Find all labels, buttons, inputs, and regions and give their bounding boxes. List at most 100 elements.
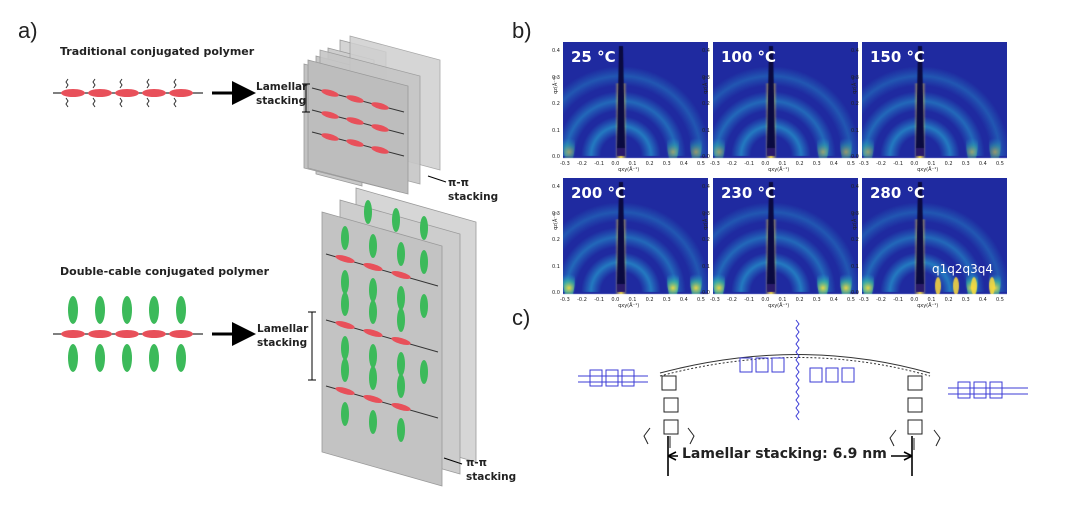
y-tick-label: 0.0 <box>552 154 560 160</box>
giwaxs-panel: 25 °C <box>563 42 708 160</box>
x-tick-label: 0.3 <box>812 161 821 167</box>
y-tick-label: 0.2 <box>702 101 710 107</box>
x-tick-label: 0.0 <box>611 161 620 167</box>
x-tick-label: 0.5 <box>847 297 855 303</box>
x-tick-label: -0.3 <box>560 161 570 167</box>
x-tick-label: -0.1 <box>594 161 605 167</box>
y-tick-label: 0.3 <box>552 210 560 217</box>
y-tick-label: 0.1 <box>552 127 560 134</box>
x-tick-label: 0.1 <box>628 161 637 167</box>
x-tick-label: -0.1 <box>594 297 605 303</box>
x-tick-label: 0.4 <box>679 161 688 167</box>
y-tick-label: 0.3 <box>851 210 859 217</box>
temperature-label: 100 °C <box>721 48 777 66</box>
y-tick-label: 0.1 <box>702 263 710 270</box>
x-tick-label: 0.4 <box>978 161 987 167</box>
x-tick-label: -0.3 <box>859 161 869 167</box>
y-tick-label: 0.0 <box>702 154 710 160</box>
bottom-lamellar-label: Lamellar stacking <box>257 323 309 349</box>
temperature-label: 280 °C <box>870 184 926 202</box>
peak-labels: q1q2q3q4 <box>932 262 994 276</box>
y-tick-label: 0.3 <box>851 74 859 81</box>
giwaxs-image <box>713 178 858 296</box>
double-cable-chain <box>53 296 203 372</box>
x-tick-label: 0.3 <box>812 297 821 303</box>
y-tick-label: 0.2 <box>851 237 859 243</box>
giwaxs-panel: 280 °C q1q2q3q4 <box>862 178 1007 296</box>
y-tick-label: 0.1 <box>702 127 710 134</box>
x-tick-label: 0.5 <box>697 161 705 167</box>
y-tick-label: 0.2 <box>552 237 560 243</box>
panel-a-label: a) <box>18 18 38 43</box>
panel-c-label: c) <box>512 305 531 330</box>
x-tick-label: 0.3 <box>662 297 671 303</box>
panel-a-schematic <box>53 35 477 487</box>
y-tick-label: 0.4 <box>702 48 710 54</box>
x-tick-label: 0.2 <box>944 161 953 167</box>
x-tick-label: 0.3 <box>961 161 970 167</box>
x-tick-label: -0.2 <box>876 161 886 167</box>
double-cable-polymer-title: Double-cable conjugated polymer <box>60 265 270 278</box>
traditional-chain <box>53 78 203 108</box>
x-tick-label: 0.5 <box>996 297 1004 303</box>
x-tick-label: 0.2 <box>944 297 953 303</box>
x-axis-label: qxy(Å⁻¹) <box>618 303 640 309</box>
x-tick-label: 0.0 <box>761 161 770 167</box>
x-tick-label: 0.4 <box>679 297 688 303</box>
x-tick-label: -0.2 <box>727 161 737 167</box>
x-tick-label: -0.3 <box>710 297 720 303</box>
y-tick-label: 0.4 <box>851 184 859 190</box>
y-tick-label: 0.4 <box>552 48 560 54</box>
x-tick-label: 0.3 <box>961 297 970 303</box>
x-axis-label: qxy(Å⁻¹) <box>768 167 790 173</box>
y-tick-label: 0.0 <box>851 290 859 296</box>
x-axis-label: qxy(Å⁻¹) <box>917 167 939 173</box>
y-tick-label: 0.0 <box>552 290 560 296</box>
x-tick-label: 0.3 <box>662 161 671 167</box>
x-tick-label: 0.0 <box>910 161 919 167</box>
x-tick-label: 0.1 <box>628 297 637 303</box>
x-tick-label: -0.3 <box>859 297 869 303</box>
y-tick-label: 0.1 <box>851 127 859 134</box>
x-tick-label: -0.2 <box>876 297 886 303</box>
x-tick-label: -0.1 <box>744 161 755 167</box>
lamellar-dimension-label: Lamellar stacking: 6.9 nm <box>678 446 891 462</box>
giwaxs-image <box>862 42 1007 160</box>
traditional-polymer-title: Traditional conjugated polymer <box>60 45 255 58</box>
x-tick-label: 0.4 <box>829 161 838 167</box>
giwaxs-panel: 100 °C <box>713 42 858 160</box>
double-cable-sheets <box>321 187 477 487</box>
x-tick-label: -0.1 <box>893 161 904 167</box>
x-tick-label: 0.2 <box>795 161 804 167</box>
x-tick-label: 0.5 <box>847 161 855 167</box>
x-tick-label: 0.5 <box>697 297 705 303</box>
x-tick-label: -0.2 <box>577 161 587 167</box>
y-tick-label: 0.1 <box>851 263 859 270</box>
y-tick-label: 0.4 <box>552 184 560 190</box>
y-tick-label: 0.1 <box>552 263 560 270</box>
traditional-sheets <box>303 35 441 195</box>
x-tick-label: 0.1 <box>927 161 936 167</box>
giwaxs-panel: 230 °C <box>713 178 858 296</box>
x-tick-label: -0.2 <box>577 297 587 303</box>
giwaxs-image <box>862 178 1007 296</box>
x-axis-label: qxy(Å⁻¹) <box>618 167 640 173</box>
y-tick-label: 0.3 <box>702 74 710 81</box>
giwaxs-panel: 150 °C <box>862 42 1007 160</box>
giwaxs-image <box>713 42 858 160</box>
y-tick-label: 0.4 <box>702 184 710 190</box>
panel-b-label: b) <box>512 18 532 43</box>
x-tick-label: -0.3 <box>710 161 720 167</box>
x-tick-label: 0.0 <box>910 297 919 303</box>
x-axis-label: qxy(Å⁻¹) <box>768 303 790 309</box>
temperature-label: 150 °C <box>870 48 926 66</box>
x-tick-label: -0.3 <box>560 297 570 303</box>
y-tick-label: 0.2 <box>552 101 560 107</box>
x-tick-label: 0.0 <box>761 297 770 303</box>
top-lamellar-label: Lamellar stacking <box>256 81 308 107</box>
giwaxs-image <box>563 178 708 296</box>
x-tick-label: 0.2 <box>645 161 654 167</box>
x-tick-label: -0.1 <box>893 297 904 303</box>
x-tick-label: 0.1 <box>778 297 787 303</box>
x-tick-label: -0.2 <box>727 297 737 303</box>
